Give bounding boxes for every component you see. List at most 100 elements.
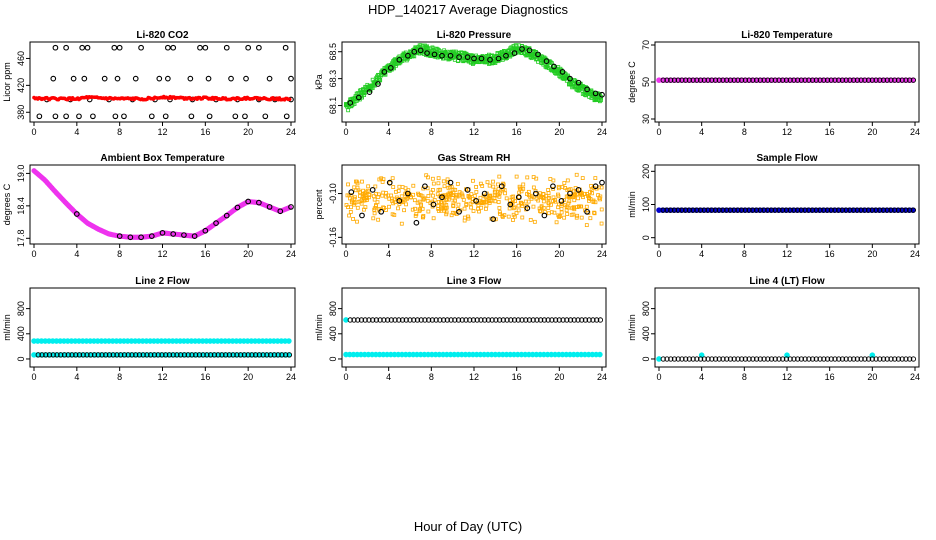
data-point: [464, 54, 471, 60]
data-point: [245, 198, 252, 205]
panel-title: Li-820 Temperature: [741, 30, 833, 41]
data-point: [508, 317, 514, 323]
data-point: [435, 192, 440, 197]
data-point: [452, 317, 458, 323]
data-point: [705, 207, 711, 213]
chart-panel-3: Ambient Box Temperature degrees C 0 4 8 12 16 2…: [2, 153, 296, 259]
data-point: [63, 113, 69, 120]
plot-frame: [29, 41, 296, 123]
data-point: [869, 356, 875, 362]
data-point: [701, 207, 707, 213]
data-point: [742, 356, 749, 362]
data-point: [405, 190, 411, 197]
data-point: [283, 113, 290, 120]
data-point: [504, 317, 510, 323]
data-point: [832, 207, 838, 213]
data-point: [809, 356, 816, 362]
data-point: [159, 352, 165, 358]
data-point: [118, 352, 124, 358]
y-tick-label: 460: [16, 51, 26, 66]
data-point: [503, 52, 509, 59]
data-point: [455, 181, 460, 186]
data-point: [256, 199, 262, 206]
x-axis-title: Hour of Day (UTC): [414, 519, 522, 534]
data-point: [551, 178, 556, 183]
data-point: [404, 202, 408, 207]
data-point: [836, 356, 842, 362]
data-point: [121, 352, 128, 358]
x-tick-label: 0: [343, 372, 348, 382]
data-point: [439, 52, 445, 59]
data-point: [409, 195, 413, 199]
data-point: [550, 183, 556, 190]
x-tick-label: 0: [31, 372, 36, 382]
data-point: [39, 352, 45, 358]
data-point: [821, 207, 827, 213]
data-point: [271, 352, 278, 358]
data-point: [125, 352, 131, 358]
data-point: [382, 206, 387, 210]
data-point: [780, 356, 786, 362]
data-point: [372, 211, 377, 216]
data-point: [910, 207, 917, 213]
data-point: [234, 204, 241, 211]
panel-title: Ambient Box Temperature: [100, 153, 225, 164]
data-point: [439, 200, 444, 205]
x-tick-label: 4: [386, 372, 391, 382]
data-point: [690, 207, 696, 213]
data-point: [260, 352, 266, 358]
y-tick-label: 800: [16, 301, 26, 316]
data-point: [671, 356, 678, 362]
data-point: [411, 48, 418, 55]
data-point: [346, 182, 350, 187]
y-tick-label: 68.3: [328, 70, 338, 88]
data-point: [551, 199, 556, 203]
data-point: [459, 191, 464, 196]
data-point: [589, 184, 594, 188]
data-point: [114, 75, 121, 82]
series-means-high: [347, 317, 604, 323]
x-tick-label: 4: [386, 127, 391, 137]
data-point: [557, 215, 561, 219]
data-point: [843, 77, 849, 83]
data-point: [787, 77, 793, 83]
data-point: [361, 192, 365, 196]
data-point: [869, 207, 875, 213]
data-point: [144, 352, 150, 358]
data-point: [821, 77, 827, 83]
data-point: [795, 356, 801, 362]
data-point: [731, 356, 737, 362]
data-point: [211, 352, 218, 358]
data-point: [746, 356, 752, 362]
data-point: [575, 317, 581, 323]
data-point: [484, 206, 488, 211]
data-point: [439, 194, 445, 201]
x-tick-label: 16: [200, 249, 210, 259]
data-point: [193, 352, 199, 358]
data-point: [264, 352, 270, 358]
y-tick-label: 17.8: [16, 230, 26, 248]
x-tick-label: 20: [554, 372, 564, 382]
x-tick-label: 20: [867, 127, 877, 137]
data-point: [348, 210, 353, 214]
data-point: [567, 317, 574, 323]
data-point: [716, 77, 722, 83]
data-point: [197, 44, 203, 51]
data-point: [791, 77, 797, 83]
data-point: [46, 352, 53, 358]
data-point: [862, 356, 868, 362]
x-tick-label: 4: [74, 372, 79, 382]
data-point: [479, 205, 484, 210]
data-point: [405, 52, 411, 59]
data-point: [91, 352, 98, 358]
data-point: [496, 200, 501, 204]
data-point: [542, 55, 547, 60]
data-point: [735, 356, 741, 362]
data-point: [780, 77, 786, 83]
data-point: [679, 77, 685, 83]
data-point: [535, 51, 541, 58]
data-point: [873, 77, 879, 83]
data-point: [170, 231, 177, 237]
x-tick-label: 12: [469, 372, 479, 382]
data-point: [386, 193, 391, 198]
